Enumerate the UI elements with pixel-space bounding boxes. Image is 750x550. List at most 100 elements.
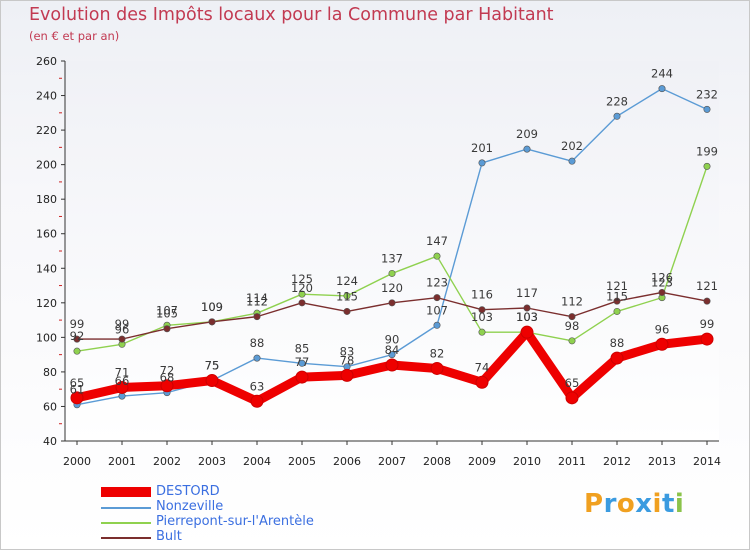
data-label: 103 xyxy=(516,310,538,324)
logo-letter: t xyxy=(661,489,675,519)
y-tick-label: 40 xyxy=(43,435,57,448)
data-label: 115 xyxy=(336,289,358,303)
data-point xyxy=(430,361,444,375)
data-label: 120 xyxy=(291,281,313,295)
data-label: 61 xyxy=(70,383,85,397)
data-label: 68 xyxy=(160,371,175,385)
data-point xyxy=(478,159,486,167)
data-point xyxy=(568,313,576,321)
legend-label: Bult xyxy=(156,529,182,544)
series-points xyxy=(70,85,714,409)
data-point xyxy=(565,391,579,405)
legend-swatch xyxy=(101,507,151,509)
data-point xyxy=(208,318,216,326)
logo-letter: i xyxy=(674,489,685,519)
data-label: 107 xyxy=(156,303,178,317)
data-label: 137 xyxy=(381,251,403,265)
data-label: 123 xyxy=(651,276,673,290)
data-label: 75 xyxy=(205,359,220,373)
y-tick-label: 140 xyxy=(36,262,57,275)
data-point xyxy=(73,335,81,343)
data-point xyxy=(433,294,441,302)
y-tick-label: 260 xyxy=(36,55,57,68)
data-label: 99 xyxy=(700,317,715,331)
y-tick-label: 200 xyxy=(36,159,57,172)
x-tick-label: 2001 xyxy=(108,455,136,468)
data-point xyxy=(523,304,531,312)
data-point xyxy=(478,328,486,336)
data-label: 96 xyxy=(115,322,130,336)
data-label: 107 xyxy=(426,303,448,317)
y-tick-label: 100 xyxy=(36,331,57,344)
logo-letter: x xyxy=(635,489,653,519)
legend-label: DESTORD xyxy=(156,484,220,499)
logo-letter: o xyxy=(616,489,636,519)
data-point xyxy=(568,157,576,165)
data-label: 83 xyxy=(340,345,355,359)
data-point xyxy=(340,368,354,382)
data-point xyxy=(298,359,306,367)
axes: 40 60 80 100 120 140 160 180 200 220 240 260 2000 200… xyxy=(36,55,721,468)
data-label: 65 xyxy=(70,376,85,390)
data-point xyxy=(613,112,621,120)
data-point xyxy=(388,269,396,277)
x-tick-label: 2009 xyxy=(468,455,496,468)
data-label: 99 xyxy=(115,317,130,331)
data-point xyxy=(520,325,534,339)
data-label: 77 xyxy=(295,355,310,369)
data-label: 124 xyxy=(336,274,358,288)
plot-area xyxy=(65,61,719,441)
data-label: 85 xyxy=(295,341,310,355)
data-point xyxy=(343,292,351,300)
y-tick-label: 240 xyxy=(36,90,57,103)
legend-label: Pierrepont-sur-l'Arentèle xyxy=(156,514,314,529)
x-tick-label: 2005 xyxy=(288,455,316,468)
data-label: 116 xyxy=(471,288,493,302)
data-label: 125 xyxy=(291,272,313,286)
x-tick-label: 2010 xyxy=(513,455,541,468)
x-tick-label: 2002 xyxy=(153,455,181,468)
x-tick-label: 2004 xyxy=(243,455,271,468)
data-label: 103 xyxy=(471,310,493,324)
data-point xyxy=(115,380,129,394)
data-label: 147 xyxy=(426,234,448,248)
logo-letter: r xyxy=(603,489,617,519)
data-point xyxy=(298,299,306,307)
data-point xyxy=(478,306,486,314)
data-point xyxy=(253,313,261,321)
data-point xyxy=(205,374,219,388)
data-label: 202 xyxy=(561,139,583,153)
data-point xyxy=(433,321,441,329)
data-label: 98 xyxy=(565,319,580,333)
data-point xyxy=(658,288,666,296)
data-label: 96 xyxy=(655,322,670,336)
data-point xyxy=(385,358,399,372)
data-label: 82 xyxy=(430,346,445,360)
data-point xyxy=(298,290,306,298)
data-label: 126 xyxy=(651,270,673,284)
y-tick-label: 80 xyxy=(43,366,57,379)
data-point xyxy=(295,370,309,384)
data-label: 88 xyxy=(610,336,625,350)
data-label: 88 xyxy=(250,336,265,350)
data-point xyxy=(70,391,84,405)
chart-subtitle: (en € et par an) xyxy=(29,29,120,43)
data-label: 112 xyxy=(246,295,268,309)
legend-label: Nonzeville xyxy=(156,499,224,514)
data-label: 65 xyxy=(565,376,580,390)
data-point xyxy=(655,337,669,351)
data-label: 109 xyxy=(201,300,223,314)
data-label: 121 xyxy=(606,279,628,293)
y-tick-label: 220 xyxy=(36,124,57,137)
data-label: 201 xyxy=(471,141,493,155)
proxiti-logo: Proxiti xyxy=(584,489,684,519)
data-label: 103 xyxy=(516,310,538,324)
x-tick-label: 2012 xyxy=(603,455,631,468)
data-point xyxy=(523,145,531,153)
data-point xyxy=(250,394,264,408)
data-point xyxy=(613,297,621,305)
data-label: 105 xyxy=(156,307,178,321)
data-point xyxy=(163,325,171,333)
x-tick-label: 2003 xyxy=(198,455,226,468)
